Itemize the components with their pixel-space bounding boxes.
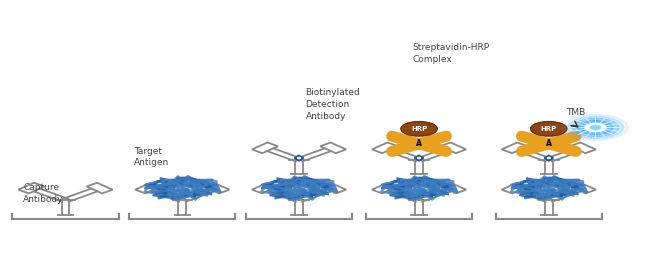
Circle shape: [563, 114, 628, 140]
Text: Streptavidin-HRP
Complex: Streptavidin-HRP Complex: [413, 43, 489, 64]
Circle shape: [572, 118, 619, 137]
Circle shape: [417, 158, 421, 159]
Polygon shape: [415, 155, 424, 161]
Polygon shape: [544, 155, 553, 161]
Text: A: A: [416, 139, 422, 148]
Text: Biotinylated
Detection
Antibody: Biotinylated Detection Antibody: [306, 88, 360, 121]
Text: Target
Antigen: Target Antigen: [134, 147, 169, 167]
Text: TMB: TMB: [566, 108, 586, 117]
Text: Capture
Antibody: Capture Antibody: [23, 183, 64, 204]
Text: HRP: HRP: [541, 126, 557, 132]
Circle shape: [590, 125, 601, 129]
Circle shape: [401, 121, 437, 136]
Circle shape: [530, 121, 567, 136]
Circle shape: [567, 116, 623, 139]
Circle shape: [585, 123, 606, 132]
Circle shape: [578, 120, 613, 134]
Text: HRP: HRP: [411, 126, 427, 132]
Circle shape: [547, 158, 550, 159]
Polygon shape: [294, 155, 304, 161]
Circle shape: [298, 158, 300, 159]
Text: A: A: [546, 139, 552, 148]
